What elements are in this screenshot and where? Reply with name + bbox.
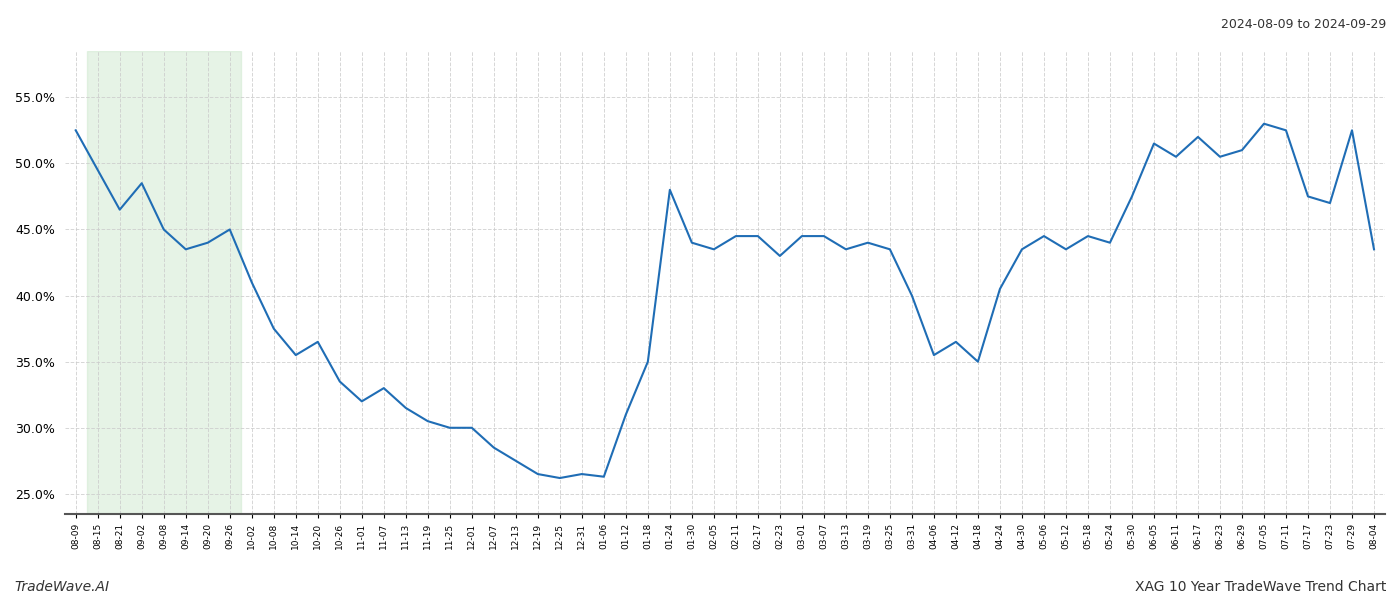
Text: TradeWave.AI: TradeWave.AI — [14, 580, 109, 594]
Text: 2024-08-09 to 2024-09-29: 2024-08-09 to 2024-09-29 — [1221, 18, 1386, 31]
Bar — [87, 51, 241, 514]
Text: XAG 10 Year TradeWave Trend Chart: XAG 10 Year TradeWave Trend Chart — [1134, 580, 1386, 594]
